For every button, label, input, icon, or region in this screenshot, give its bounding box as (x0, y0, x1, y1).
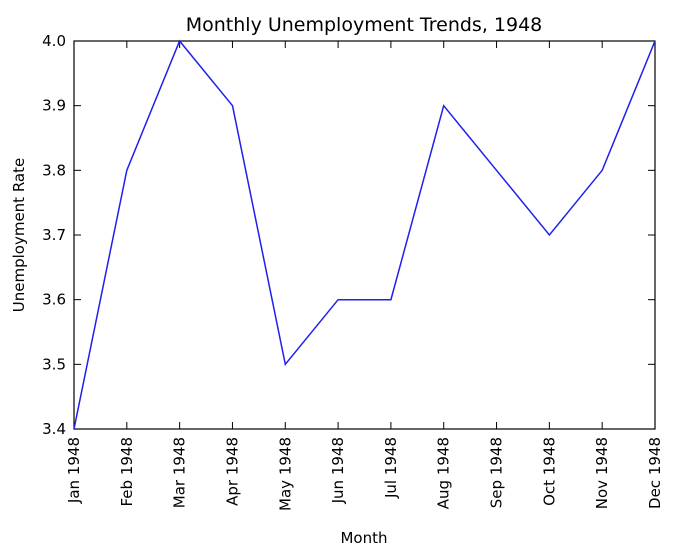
y-tick-label: 3.4 (42, 420, 66, 438)
series-layer (73, 39, 656, 430)
plot-frame (73, 40, 656, 430)
x-tick-label: Dec 1948 (646, 437, 664, 509)
y-axis-label: Unemployment Rate (10, 158, 28, 312)
x-tick-label: Feb 1948 (118, 437, 136, 507)
y-tick-label: 3.6 (42, 291, 66, 309)
x-tick-label: Aug 1948 (435, 437, 453, 509)
x-tick-label: Jun 1948 (329, 437, 347, 504)
x-tick-label: Oct 1948 (540, 437, 558, 506)
x-tick-label: Nov 1948 (593, 437, 611, 509)
y-tick-label: 3.8 (42, 161, 66, 179)
y-tick-label: 4.0 (42, 32, 66, 50)
series-line (73, 39, 656, 430)
x-tick-label: Jul 1948 (382, 437, 400, 499)
y-tick-label: 3.9 (42, 97, 66, 115)
x-tick-label: Apr 1948 (223, 437, 241, 506)
x-tick-label: Jan 1948 (65, 437, 83, 504)
chart-title: Monthly Unemployment Trends, 1948 (186, 14, 543, 36)
y-tick-label: 3.7 (42, 226, 66, 244)
y-axis: 3.4 3.5 3.6 3.7 3.8 3.9 4.0 (42, 32, 655, 438)
x-tick-label: Sep 1948 (488, 437, 506, 508)
x-axis: Jan 1948 Feb 1948 Mar 1948 Apr 1948 May 1948… (65, 41, 664, 511)
x-tick-label: Mar 1948 (171, 437, 189, 508)
plot-area (73, 40, 656, 430)
x-tick-label: May 1948 (276, 437, 294, 511)
x-axis-label: Month (340, 529, 387, 547)
y-tick-label: 3.5 (42, 355, 66, 373)
